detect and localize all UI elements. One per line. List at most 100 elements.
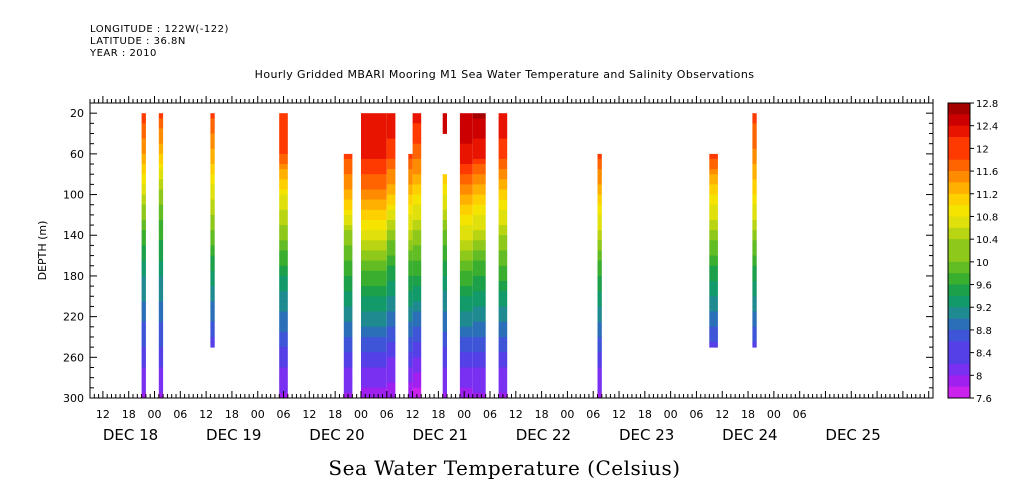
- data-cell: [210, 220, 215, 226]
- data-cell: [210, 209, 215, 216]
- data-cell: [361, 214, 387, 221]
- data-cell: [709, 255, 718, 262]
- data-cell: [210, 331, 215, 338]
- x-hour-label: 00: [251, 408, 265, 421]
- data-cell: [386, 209, 396, 216]
- data-cell: [498, 158, 508, 165]
- data-cell: [279, 199, 288, 206]
- data-cell: [210, 194, 215, 201]
- colorbar-swatch: [948, 284, 970, 297]
- data-cell: [498, 123, 508, 129]
- data-cell: [343, 331, 353, 338]
- data-cell: [498, 296, 508, 302]
- colorbar-swatch: [948, 103, 970, 115]
- data-cell: [386, 164, 396, 170]
- data-cell: [498, 209, 508, 216]
- data-cell: [459, 311, 473, 317]
- data-cell: [279, 362, 288, 368]
- data-cell: [412, 204, 422, 211]
- data-cell: [709, 270, 718, 277]
- data-cell: [752, 342, 757, 348]
- x-hour-label: 12: [302, 408, 316, 421]
- data-cell: [442, 281, 447, 287]
- data-cell: [472, 392, 486, 399]
- data-cell: [158, 347, 164, 353]
- data-cell: [472, 316, 486, 323]
- data-cell: [210, 164, 215, 170]
- data-cell: [459, 225, 473, 231]
- data-cell: [459, 255, 473, 262]
- x-day-label: DEC 20: [309, 426, 364, 444]
- data-cell: [472, 270, 486, 277]
- data-cell: [158, 194, 164, 201]
- colorbar-swatch: [948, 318, 970, 331]
- data-cell: [343, 245, 353, 251]
- data-cell: [279, 164, 288, 170]
- data-cell: [472, 342, 486, 348]
- data-cell: [412, 377, 422, 384]
- data-cell: [210, 113, 215, 119]
- data-cell: [343, 189, 353, 195]
- y-tick-label: 140: [63, 229, 84, 242]
- data-cell: [752, 296, 757, 302]
- data-cell: [210, 337, 215, 343]
- data-cell: [412, 347, 422, 353]
- data-cell: [210, 204, 215, 211]
- data-cell: [442, 316, 447, 323]
- data-cell: [412, 306, 422, 312]
- data-cell: [210, 148, 215, 155]
- data-cell: [386, 204, 396, 211]
- data-cell: [343, 352, 353, 358]
- data-cell: [141, 372, 146, 379]
- data-cell: [386, 214, 396, 221]
- data-cell: [141, 199, 146, 206]
- data-cell: [752, 281, 757, 287]
- x-hour-label: 06: [483, 408, 497, 421]
- data-cell: [343, 235, 353, 241]
- data-cell: [343, 367, 353, 373]
- data-cell: [141, 179, 146, 185]
- data-cell: [158, 204, 164, 211]
- data-cell: [752, 265, 757, 272]
- data-cell: [408, 352, 413, 358]
- data-cell: [343, 296, 353, 302]
- data-cell: [386, 189, 396, 195]
- x-hour-label: 00: [560, 408, 574, 421]
- data-cell: [442, 387, 447, 394]
- data-cell: [597, 194, 602, 201]
- data-cell: [472, 235, 486, 241]
- data-cell: [158, 301, 164, 307]
- data-cell: [752, 153, 757, 160]
- data-cell: [472, 377, 486, 384]
- data-cell: [472, 357, 486, 363]
- data-cell: [141, 331, 146, 338]
- data-cell: [412, 194, 422, 201]
- colorbar-swatch: [948, 386, 970, 399]
- data-cell: [442, 255, 447, 262]
- data-cell: [459, 377, 473, 384]
- data-cell: [498, 118, 508, 124]
- data-cell: [210, 291, 215, 297]
- data-cell: [412, 235, 422, 241]
- data-cell: [279, 143, 288, 150]
- data-cell: [141, 240, 146, 246]
- data-cell: [412, 184, 422, 190]
- data-cell: [472, 123, 486, 129]
- data-cell: [412, 230, 422, 236]
- data-cell: [597, 301, 602, 307]
- data-cell: [279, 230, 288, 236]
- data-cell: [386, 225, 396, 231]
- data-cell: [141, 301, 146, 307]
- data-cell: [210, 169, 215, 175]
- colorbar-swatch: [948, 137, 970, 149]
- data-cell: [210, 286, 215, 292]
- data-cell: [442, 286, 447, 292]
- data-cell: [343, 265, 353, 272]
- data-cell: [498, 352, 508, 358]
- data-cell: [141, 387, 146, 394]
- data-cell: [361, 270, 387, 277]
- data-cell: [597, 362, 602, 368]
- x-hour-label: 12: [96, 408, 110, 421]
- data-cell: [597, 199, 602, 206]
- data-cell: [412, 382, 422, 389]
